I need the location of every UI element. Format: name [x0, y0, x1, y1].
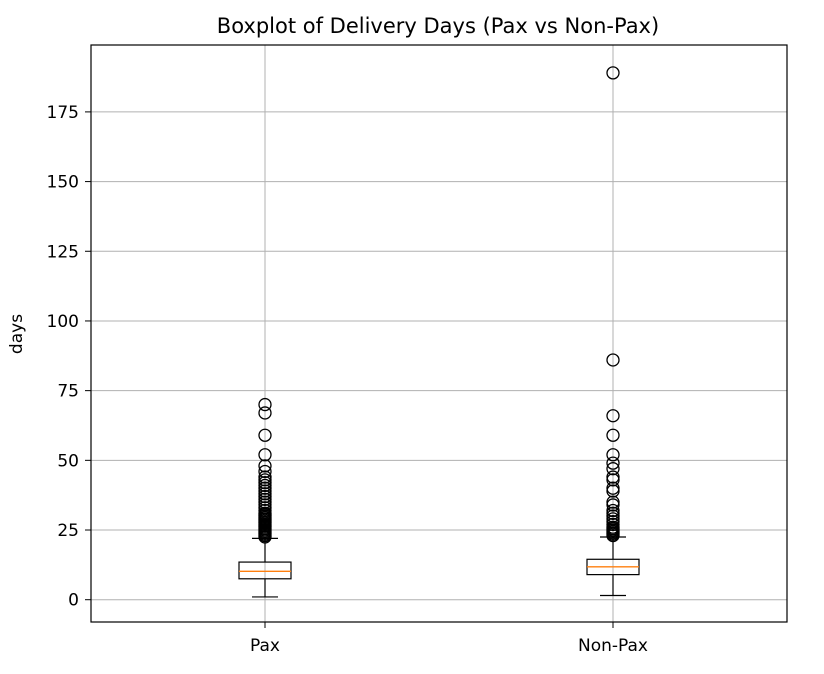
- iqr-box: [238, 561, 292, 580]
- outlier-point: [258, 464, 272, 479]
- outlier-point: [606, 470, 620, 484]
- y-tick-label: 100: [47, 312, 79, 332]
- y-tick-label: 50: [57, 451, 79, 471]
- outlier-point: [606, 503, 620, 518]
- outlier-point: [606, 495, 620, 509]
- y-tick-label: 175: [47, 103, 79, 123]
- box-pax: [238, 397, 292, 598]
- outlier-point: [606, 428, 620, 442]
- outlier-point: [258, 406, 272, 420]
- y-tick-label: 150: [47, 173, 79, 193]
- chart-title: Boxplot of Delivery Days (Pax vs Non-Pax…: [217, 14, 659, 38]
- box-non-pax: [586, 66, 640, 597]
- outlier-point: [606, 409, 620, 423]
- y-tick-label: 0: [68, 591, 79, 611]
- outlier-point: [606, 456, 620, 470]
- outlier-point: [258, 397, 272, 412]
- outlier-point: [258, 470, 272, 484]
- outlier-point: [258, 448, 272, 462]
- grid-lines: [91, 45, 787, 622]
- outlier-point: [606, 462, 620, 476]
- outlier-point: [606, 481, 620, 495]
- y-tick-label: 125: [47, 242, 79, 262]
- outlier-point: [258, 428, 272, 442]
- axis-ticks: 0 25 50 75 100 125 150 175 Pax Non-Pax: [47, 103, 648, 656]
- box-plots: [238, 66, 640, 598]
- y-tick-label: 75: [57, 382, 79, 402]
- outlier-point: [606, 353, 620, 367]
- x-tick-label: Non-Pax: [578, 636, 648, 656]
- y-axis-label: days: [7, 314, 27, 354]
- outlier-point: [258, 459, 272, 473]
- y-tick-label: 25: [57, 521, 79, 541]
- plot-frame: [90, 44, 788, 623]
- x-tick-label: Pax: [250, 636, 280, 656]
- outlier-point: [606, 448, 620, 462]
- outlier-point: [606, 66, 620, 80]
